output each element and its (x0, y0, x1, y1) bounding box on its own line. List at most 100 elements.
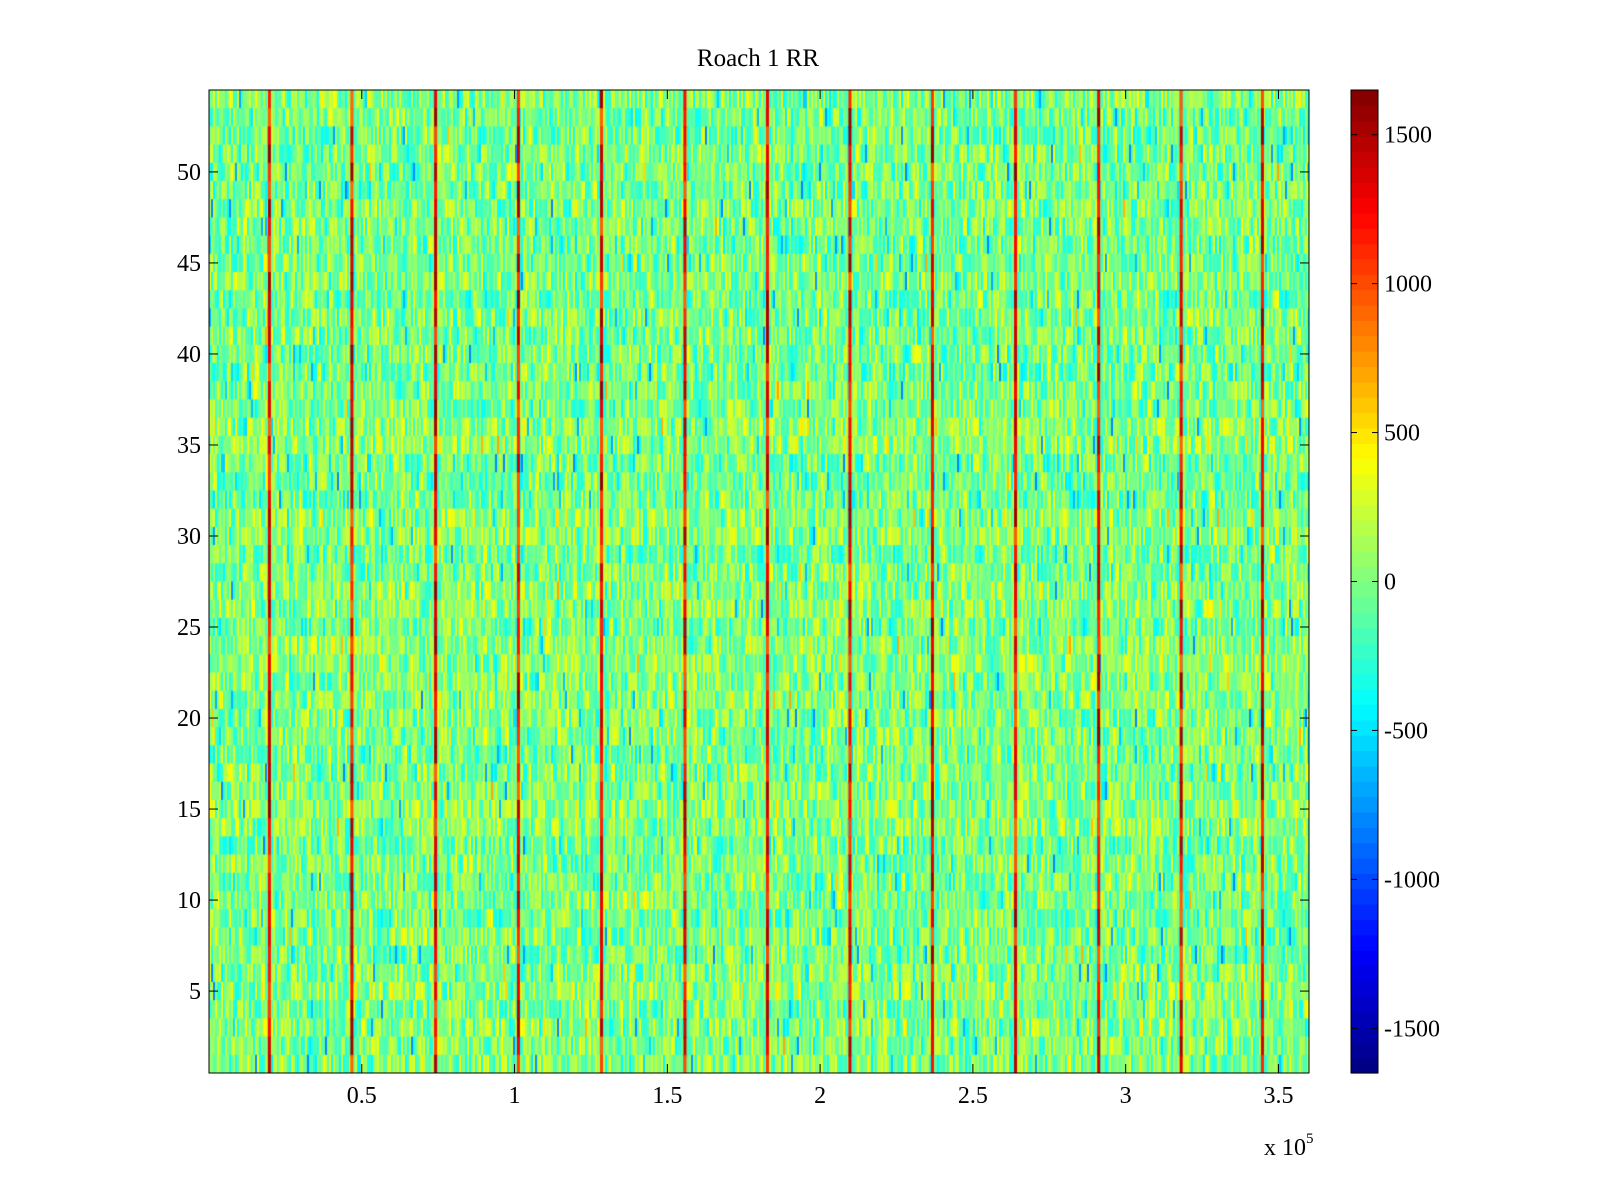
colorbar-tick-label: -1000 (1384, 867, 1440, 893)
colorbar-segment (1351, 658, 1378, 675)
colorbar-segment (1351, 473, 1378, 490)
colorbar-segment (1351, 90, 1378, 106)
y-tick-label: 50 (177, 160, 201, 186)
colorbar-segment (1351, 642, 1378, 659)
colorbar-segment (1351, 351, 1378, 368)
y-tick-label: 25 (177, 615, 201, 641)
colorbar-segment (1351, 796, 1378, 813)
x-axis-exponent-base: x 10 (1264, 1135, 1306, 1161)
colorbar-segment (1351, 105, 1378, 122)
colorbar-segment (1351, 182, 1378, 199)
x-tick-label: 3 (1120, 1083, 1132, 1109)
heatmap-area (209, 90, 1309, 1073)
colorbar-segment (1351, 965, 1378, 982)
y-tick-label: 5 (189, 979, 201, 1005)
colorbar-segment (1351, 136, 1378, 153)
x-tick-label: 0.5 (347, 1083, 377, 1109)
colorbar-segment (1351, 335, 1378, 352)
colorbar-segment (1351, 750, 1378, 767)
colorbar-segment (1351, 980, 1378, 997)
y-tick-label: 30 (177, 524, 201, 550)
colorbar-segment (1351, 673, 1378, 690)
colorbar-segment (1351, 504, 1378, 521)
colorbar-tick-label: 1000 (1384, 272, 1432, 298)
colorbar-segment (1351, 397, 1378, 414)
colorbar-segment (1351, 274, 1378, 291)
colorbar-segment (1351, 735, 1378, 752)
y-tick-label: 40 (177, 342, 201, 368)
colorbar-segment (1351, 1011, 1378, 1028)
colorbar-segment (1351, 243, 1378, 260)
colorbar-segment (1351, 458, 1378, 475)
colorbar-segment (1351, 704, 1378, 721)
colorbar-segment (1351, 781, 1378, 798)
colorbar-axis: -1500 -1000 -500 0 500 1000 1500 (1351, 123, 1440, 1042)
colorbar-segment (1351, 212, 1378, 229)
colorbar-segment (1351, 151, 1378, 168)
colorbar-segment (1351, 520, 1378, 537)
colorbar-segment (1351, 1057, 1378, 1074)
x-axis: 0.5 1 1.5 2 2.5 3 3.5 (347, 90, 1293, 1109)
colorbar-segment (1351, 535, 1378, 552)
chart-title: Roach 1 RR (697, 45, 820, 72)
colorbar-segment (1351, 381, 1378, 398)
colorbar-segment (1351, 412, 1378, 429)
colorbar-segment (1351, 827, 1378, 844)
y-axis: 5 10 15 20 25 30 35 40 45 50 (177, 160, 1309, 1005)
y-tick-label: 35 (177, 433, 201, 459)
plot-frame (208, 89, 1310, 1074)
x-tick-label: 1.5 (652, 1083, 682, 1109)
colorbar-segment (1351, 996, 1378, 1013)
colorbar-segment (1351, 289, 1378, 306)
colorbar-segment (1351, 596, 1378, 613)
x-axis-exponent-power: 5 (1306, 1131, 1314, 1147)
colorbar-segment (1351, 258, 1378, 275)
colorbar (1350, 89, 1379, 1074)
colorbar-segment (1351, 443, 1378, 460)
colorbar-segment (1351, 1042, 1378, 1059)
colorbar-segment (1351, 689, 1378, 705)
colorbar-segment (1351, 842, 1378, 859)
x-tick-label: 2 (814, 1083, 826, 1109)
colorbar-segment (1351, 228, 1378, 245)
colorbar-segment (1351, 934, 1378, 951)
colorbar-segment (1351, 627, 1378, 644)
colorbar-segment (1351, 765, 1378, 782)
colorbar-segment (1351, 719, 1378, 736)
colorbar-segment (1351, 566, 1378, 583)
colorbar-segment (1351, 581, 1378, 598)
y-tick-label: 20 (177, 706, 201, 732)
colorbar-segment (1351, 550, 1378, 567)
colorbar-segment (1351, 305, 1378, 321)
colorbar-segment (1351, 320, 1378, 337)
colorbar-segment (1351, 366, 1378, 383)
colorbar-segment (1351, 166, 1378, 183)
colorbar-segment (1351, 120, 1378, 137)
colorbar-segment (1351, 888, 1378, 905)
colorbar-segment (1351, 427, 1378, 444)
colorbar-segment (1351, 950, 1378, 967)
colorbar-segment (1351, 857, 1378, 874)
colorbar-segment (1351, 904, 1378, 921)
colorbar-segment (1351, 1026, 1378, 1043)
colorbar-segment (1351, 197, 1378, 214)
x-axis-exponent-label: x 105 (1264, 1131, 1314, 1161)
colorbar-tick-label: -1500 (1384, 1016, 1440, 1042)
colorbar-segment (1351, 919, 1378, 936)
colorbar-tick-label: 1500 (1384, 123, 1432, 149)
y-tick-label: 45 (177, 251, 201, 277)
colorbar-tick-label: -500 (1384, 718, 1428, 744)
colorbar-segment (1351, 489, 1378, 506)
colorbar-segment (1351, 612, 1378, 629)
colorbar-segment (1351, 873, 1378, 890)
heatmap-image (209, 90, 1309, 1073)
colorbar-segment (1351, 811, 1378, 828)
colorbar-tick-label: 500 (1384, 421, 1420, 447)
y-tick-label: 10 (177, 888, 201, 914)
x-tick-label: 1 (509, 1083, 521, 1109)
x-tick-label: 2.5 (958, 1083, 988, 1109)
colorbar-tick-label: 0 (1384, 570, 1396, 596)
x-tick-label: 3.5 (1263, 1083, 1293, 1109)
y-tick-label: 15 (177, 797, 201, 823)
